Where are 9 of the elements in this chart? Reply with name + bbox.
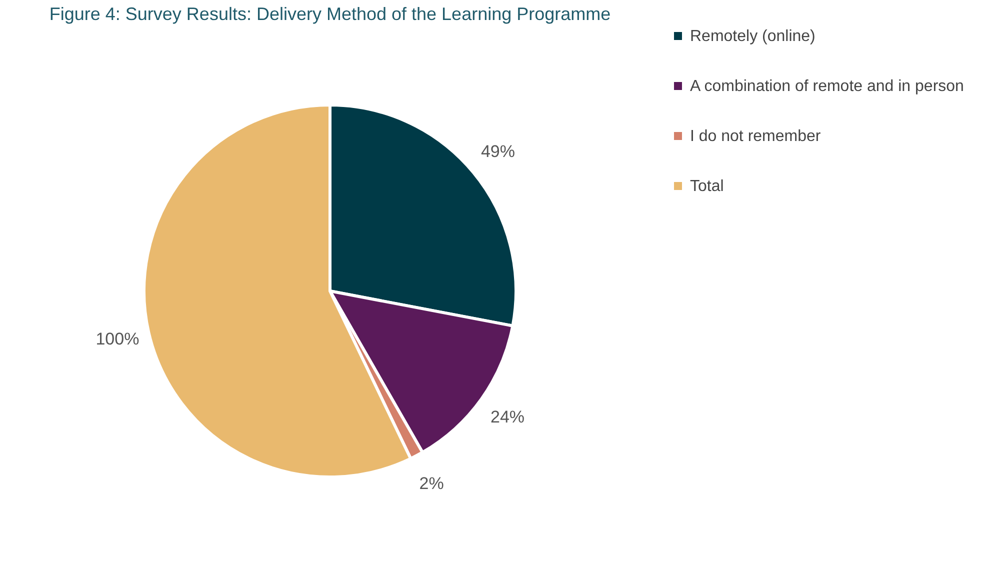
legend-label: Remotely (online): [690, 28, 816, 45]
legend-label: A combination of remote and in person: [690, 78, 964, 95]
data-label: 2%: [419, 474, 444, 493]
data-label: 100%: [96, 330, 140, 349]
legend-label: Total: [690, 178, 724, 195]
data-label: 24%: [490, 408, 525, 427]
data-label: 49%: [480, 142, 515, 162]
legend-label: I do not remember: [690, 128, 822, 145]
chart-title: Figure 4: Survey Results: Delivery Method of the Learning Programme: [49, 4, 611, 24]
